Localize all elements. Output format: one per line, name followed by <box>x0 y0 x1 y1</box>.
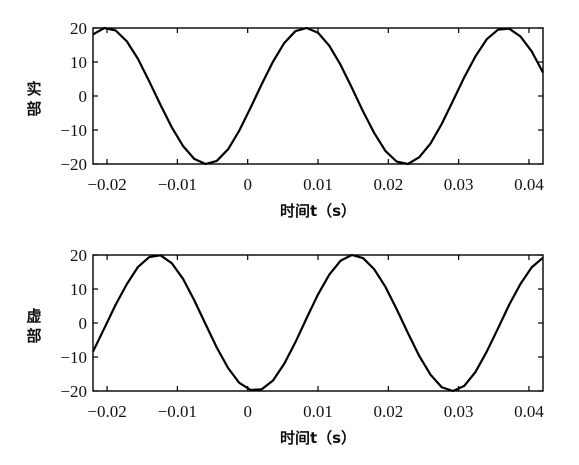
x-tick-label: 0.02 <box>373 402 403 421</box>
y-tick-label: 0 <box>79 87 88 106</box>
x-tick-label: −0.01 <box>158 402 197 421</box>
x-tick-label: −0.02 <box>87 402 126 421</box>
y-tick-label: 10 <box>70 53 87 72</box>
chart-real-part: −0.02 −0.01 0 0.01 0.02 0.03 0.04 20 10 0 −10 −20 时间… <box>26 19 544 220</box>
x-tick-label: 0.03 <box>444 175 474 194</box>
y-axis-label-char: 虚 <box>26 307 41 325</box>
y-tick-label: 20 <box>70 19 87 38</box>
x-tick-label: 0.04 <box>514 175 544 194</box>
y-tick-label: −20 <box>60 382 87 401</box>
y-tick-label: −20 <box>60 155 87 174</box>
x-tick-label: 0.03 <box>444 402 474 421</box>
y-tick-label: 0 <box>79 314 88 333</box>
y-axis-label-char: 部 <box>26 327 41 345</box>
y-tick-label: 20 <box>70 246 87 265</box>
y-axis-label-char: 部 <box>26 100 41 118</box>
y-tick-label: −10 <box>60 121 87 140</box>
x-tick-label: −0.01 <box>158 175 197 194</box>
y-tick-label: 10 <box>70 280 87 299</box>
y-axis-label-char: 实 <box>26 80 41 98</box>
x-tick-label: 0.01 <box>303 402 333 421</box>
x-tick-label: −0.02 <box>87 175 126 194</box>
x-tick-label: 0 <box>243 402 252 421</box>
y-axis-label: 实部 <box>26 80 41 118</box>
x-tick-label: 0.01 <box>303 175 333 194</box>
series-line <box>92 253 544 393</box>
y-axis-label: 虚部 <box>26 307 41 345</box>
x-axis-label: 时间t（s） <box>280 429 356 447</box>
series-line <box>92 26 544 166</box>
x-tick-label: 0.02 <box>373 175 403 194</box>
y-tick-label: −10 <box>60 348 87 367</box>
x-tick-label: 0 <box>243 175 252 194</box>
chart-imaginary-part: −0.02 −0.01 0 0.01 0.02 0.03 0.04 20 10 0 −10 −20 时间… <box>26 246 544 447</box>
x-tick-label: 0.04 <box>514 402 544 421</box>
plot-frame <box>92 27 544 165</box>
x-axis-label: 时间t（s） <box>280 202 356 220</box>
